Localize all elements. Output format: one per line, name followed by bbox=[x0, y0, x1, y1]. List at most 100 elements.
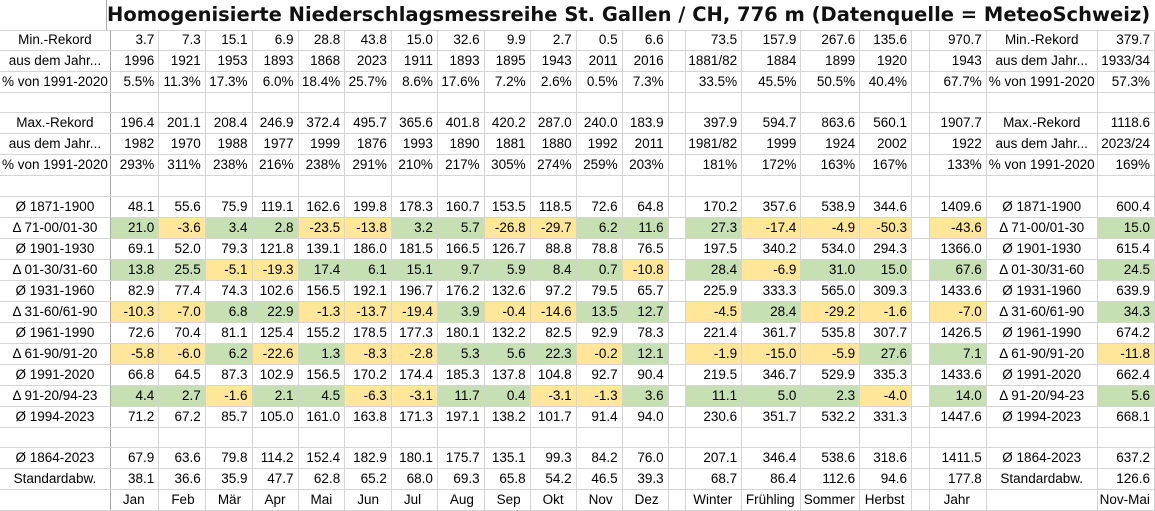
month-value[interactable]: 197.1 bbox=[437, 406, 485, 428]
season-value[interactable]: 532.2 bbox=[800, 406, 861, 428]
month-value[interactable]: 1895 bbox=[484, 50, 531, 72]
spacer-cell[interactable] bbox=[911, 489, 930, 511]
month-value[interactable]: 64.5 bbox=[158, 364, 206, 386]
season-value[interactable]: 361.7 bbox=[741, 322, 802, 344]
month-value[interactable]: 15.0 bbox=[391, 30, 438, 51]
spacer-cell[interactable] bbox=[668, 280, 687, 302]
month-value[interactable]: 72.6 bbox=[576, 196, 623, 218]
empty-cell[interactable] bbox=[929, 92, 987, 114]
season-value[interactable]: 11.1 bbox=[685, 385, 743, 407]
season-value[interactable]: 318.6 bbox=[859, 447, 913, 470]
season-value[interactable]: 219.5 bbox=[685, 364, 743, 386]
season-value[interactable]: -5.9 bbox=[800, 343, 861, 365]
month-value[interactable]: -29.7 bbox=[530, 217, 577, 239]
empty-cell[interactable] bbox=[622, 175, 669, 197]
month-value[interactable]: -3.6 bbox=[158, 217, 206, 239]
season-value[interactable]: 172% bbox=[741, 154, 802, 177]
row-label[interactable]: Ø 1864-2023 bbox=[0, 447, 111, 470]
month-value[interactable]: 183.9 bbox=[622, 112, 669, 135]
month-value[interactable]: 17.3% bbox=[205, 71, 253, 93]
month-value[interactable]: -10.3 bbox=[110, 301, 160, 323]
season-value[interactable]: 2.3 bbox=[800, 385, 861, 407]
month-value[interactable]: 13.8 bbox=[110, 259, 160, 281]
row-label-right[interactable]: Ø 1864-2023 bbox=[986, 447, 1098, 470]
month-value[interactable]: 3.7 bbox=[110, 30, 160, 51]
month-value[interactable]: 64.8 bbox=[622, 196, 669, 218]
row-label-right[interactable]: Δ 71-00/01-30 bbox=[986, 217, 1098, 239]
month-value[interactable]: -10.8 bbox=[622, 259, 669, 281]
empty-cell[interactable] bbox=[344, 92, 392, 114]
month-value[interactable]: 75.9 bbox=[205, 196, 253, 218]
month-value[interactable]: 1996 bbox=[110, 50, 160, 72]
spacer-cell[interactable] bbox=[911, 30, 930, 51]
month-value[interactable]: 69.1 bbox=[110, 238, 160, 260]
month-value[interactable]: 55.6 bbox=[158, 196, 206, 218]
month-value[interactable]: 135.1 bbox=[484, 447, 531, 470]
novmai-value[interactable]: 637.2 bbox=[1097, 447, 1155, 470]
month-value[interactable]: 0.7 bbox=[576, 259, 623, 281]
month-value[interactable]: -3.1 bbox=[530, 385, 577, 407]
season-value[interactable]: 1924 bbox=[800, 133, 861, 156]
empty-cell[interactable] bbox=[668, 175, 687, 197]
novmai-value[interactable]: 674.2 bbox=[1097, 322, 1155, 344]
year-value[interactable]: -7.0 bbox=[929, 301, 987, 323]
month-value[interactable]: 76.5 bbox=[622, 238, 669, 260]
empty-cell[interactable] bbox=[986, 175, 1098, 197]
row-label[interactable]: Standardabw. bbox=[0, 468, 111, 491]
month-header[interactable]: Feb bbox=[158, 489, 206, 511]
spacer-cell[interactable] bbox=[668, 133, 687, 156]
empty-cell[interactable] bbox=[110, 427, 160, 449]
spacer-cell[interactable] bbox=[668, 259, 687, 281]
empty-cell[interactable] bbox=[622, 427, 669, 449]
month-value[interactable]: 208.4 bbox=[205, 112, 253, 135]
month-value[interactable]: 203% bbox=[622, 154, 669, 177]
empty-cell[interactable] bbox=[298, 92, 346, 114]
novmai-value[interactable]: 379.7 bbox=[1097, 30, 1155, 51]
month-value[interactable]: -5.8 bbox=[110, 343, 160, 365]
season-value[interactable]: 27.3 bbox=[685, 217, 743, 239]
empty-cell[interactable] bbox=[205, 92, 253, 114]
spacer-cell[interactable] bbox=[668, 322, 687, 344]
month-value[interactable]: -8.3 bbox=[344, 343, 392, 365]
season-value[interactable]: 40.4% bbox=[859, 71, 913, 93]
month-value[interactable]: 84.2 bbox=[576, 447, 623, 470]
month-value[interactable]: -22.6 bbox=[252, 343, 299, 365]
month-value[interactable]: 15.1 bbox=[205, 30, 253, 51]
month-value[interactable]: 291% bbox=[344, 154, 392, 177]
month-header[interactable]: Jul bbox=[391, 489, 438, 511]
month-value[interactable]: 274% bbox=[530, 154, 577, 177]
month-value[interactable]: 102.9 bbox=[252, 364, 299, 386]
spacer-cell[interactable] bbox=[668, 447, 687, 470]
novmai-value[interactable]: 5.6 bbox=[1097, 385, 1155, 407]
row-label[interactable]: Ø 1961-1990 bbox=[0, 322, 111, 344]
month-value[interactable]: 5.3 bbox=[437, 343, 485, 365]
month-value[interactable]: 1890 bbox=[437, 133, 485, 156]
season-value[interactable]: 1981/82 bbox=[685, 133, 743, 156]
spacer-cell[interactable] bbox=[911, 71, 930, 93]
month-value[interactable]: 1876 bbox=[344, 133, 392, 156]
month-value[interactable]: 2.7 bbox=[158, 385, 206, 407]
row-label[interactable]: Δ 01-30/31-60 bbox=[0, 259, 111, 281]
month-value[interactable]: 66.8 bbox=[110, 364, 160, 386]
novmai-value[interactable]: 34.3 bbox=[1097, 301, 1155, 323]
season-value[interactable]: 207.1 bbox=[685, 447, 743, 470]
season-value[interactable]: 863.6 bbox=[800, 112, 861, 135]
spacer-cell[interactable] bbox=[911, 322, 930, 344]
month-value[interactable]: 311% bbox=[158, 154, 206, 177]
month-value[interactable]: 90.4 bbox=[622, 364, 669, 386]
novmai-value[interactable]: 1933/34 bbox=[1097, 50, 1155, 72]
empty-cell[interactable] bbox=[344, 175, 392, 197]
season-value[interactable]: 1899 bbox=[800, 50, 861, 72]
row-label[interactable]: Ø 1931-1960 bbox=[0, 280, 111, 302]
season-value[interactable]: 1920 bbox=[859, 50, 913, 72]
month-value[interactable]: 1982 bbox=[110, 133, 160, 156]
empty-cell[interactable] bbox=[668, 427, 687, 449]
novmai-value[interactable]: 15.0 bbox=[1097, 217, 1155, 239]
month-value[interactable]: 1992 bbox=[576, 133, 623, 156]
month-value[interactable]: 43.8 bbox=[344, 30, 392, 51]
row-label-right[interactable]: Δ 61-90/91-20 bbox=[986, 343, 1098, 365]
spacer-cell[interactable] bbox=[911, 468, 930, 491]
empty-cell[interactable] bbox=[391, 427, 438, 449]
season-value[interactable]: 221.4 bbox=[685, 322, 743, 344]
month-value[interactable]: 47.7 bbox=[252, 468, 299, 491]
